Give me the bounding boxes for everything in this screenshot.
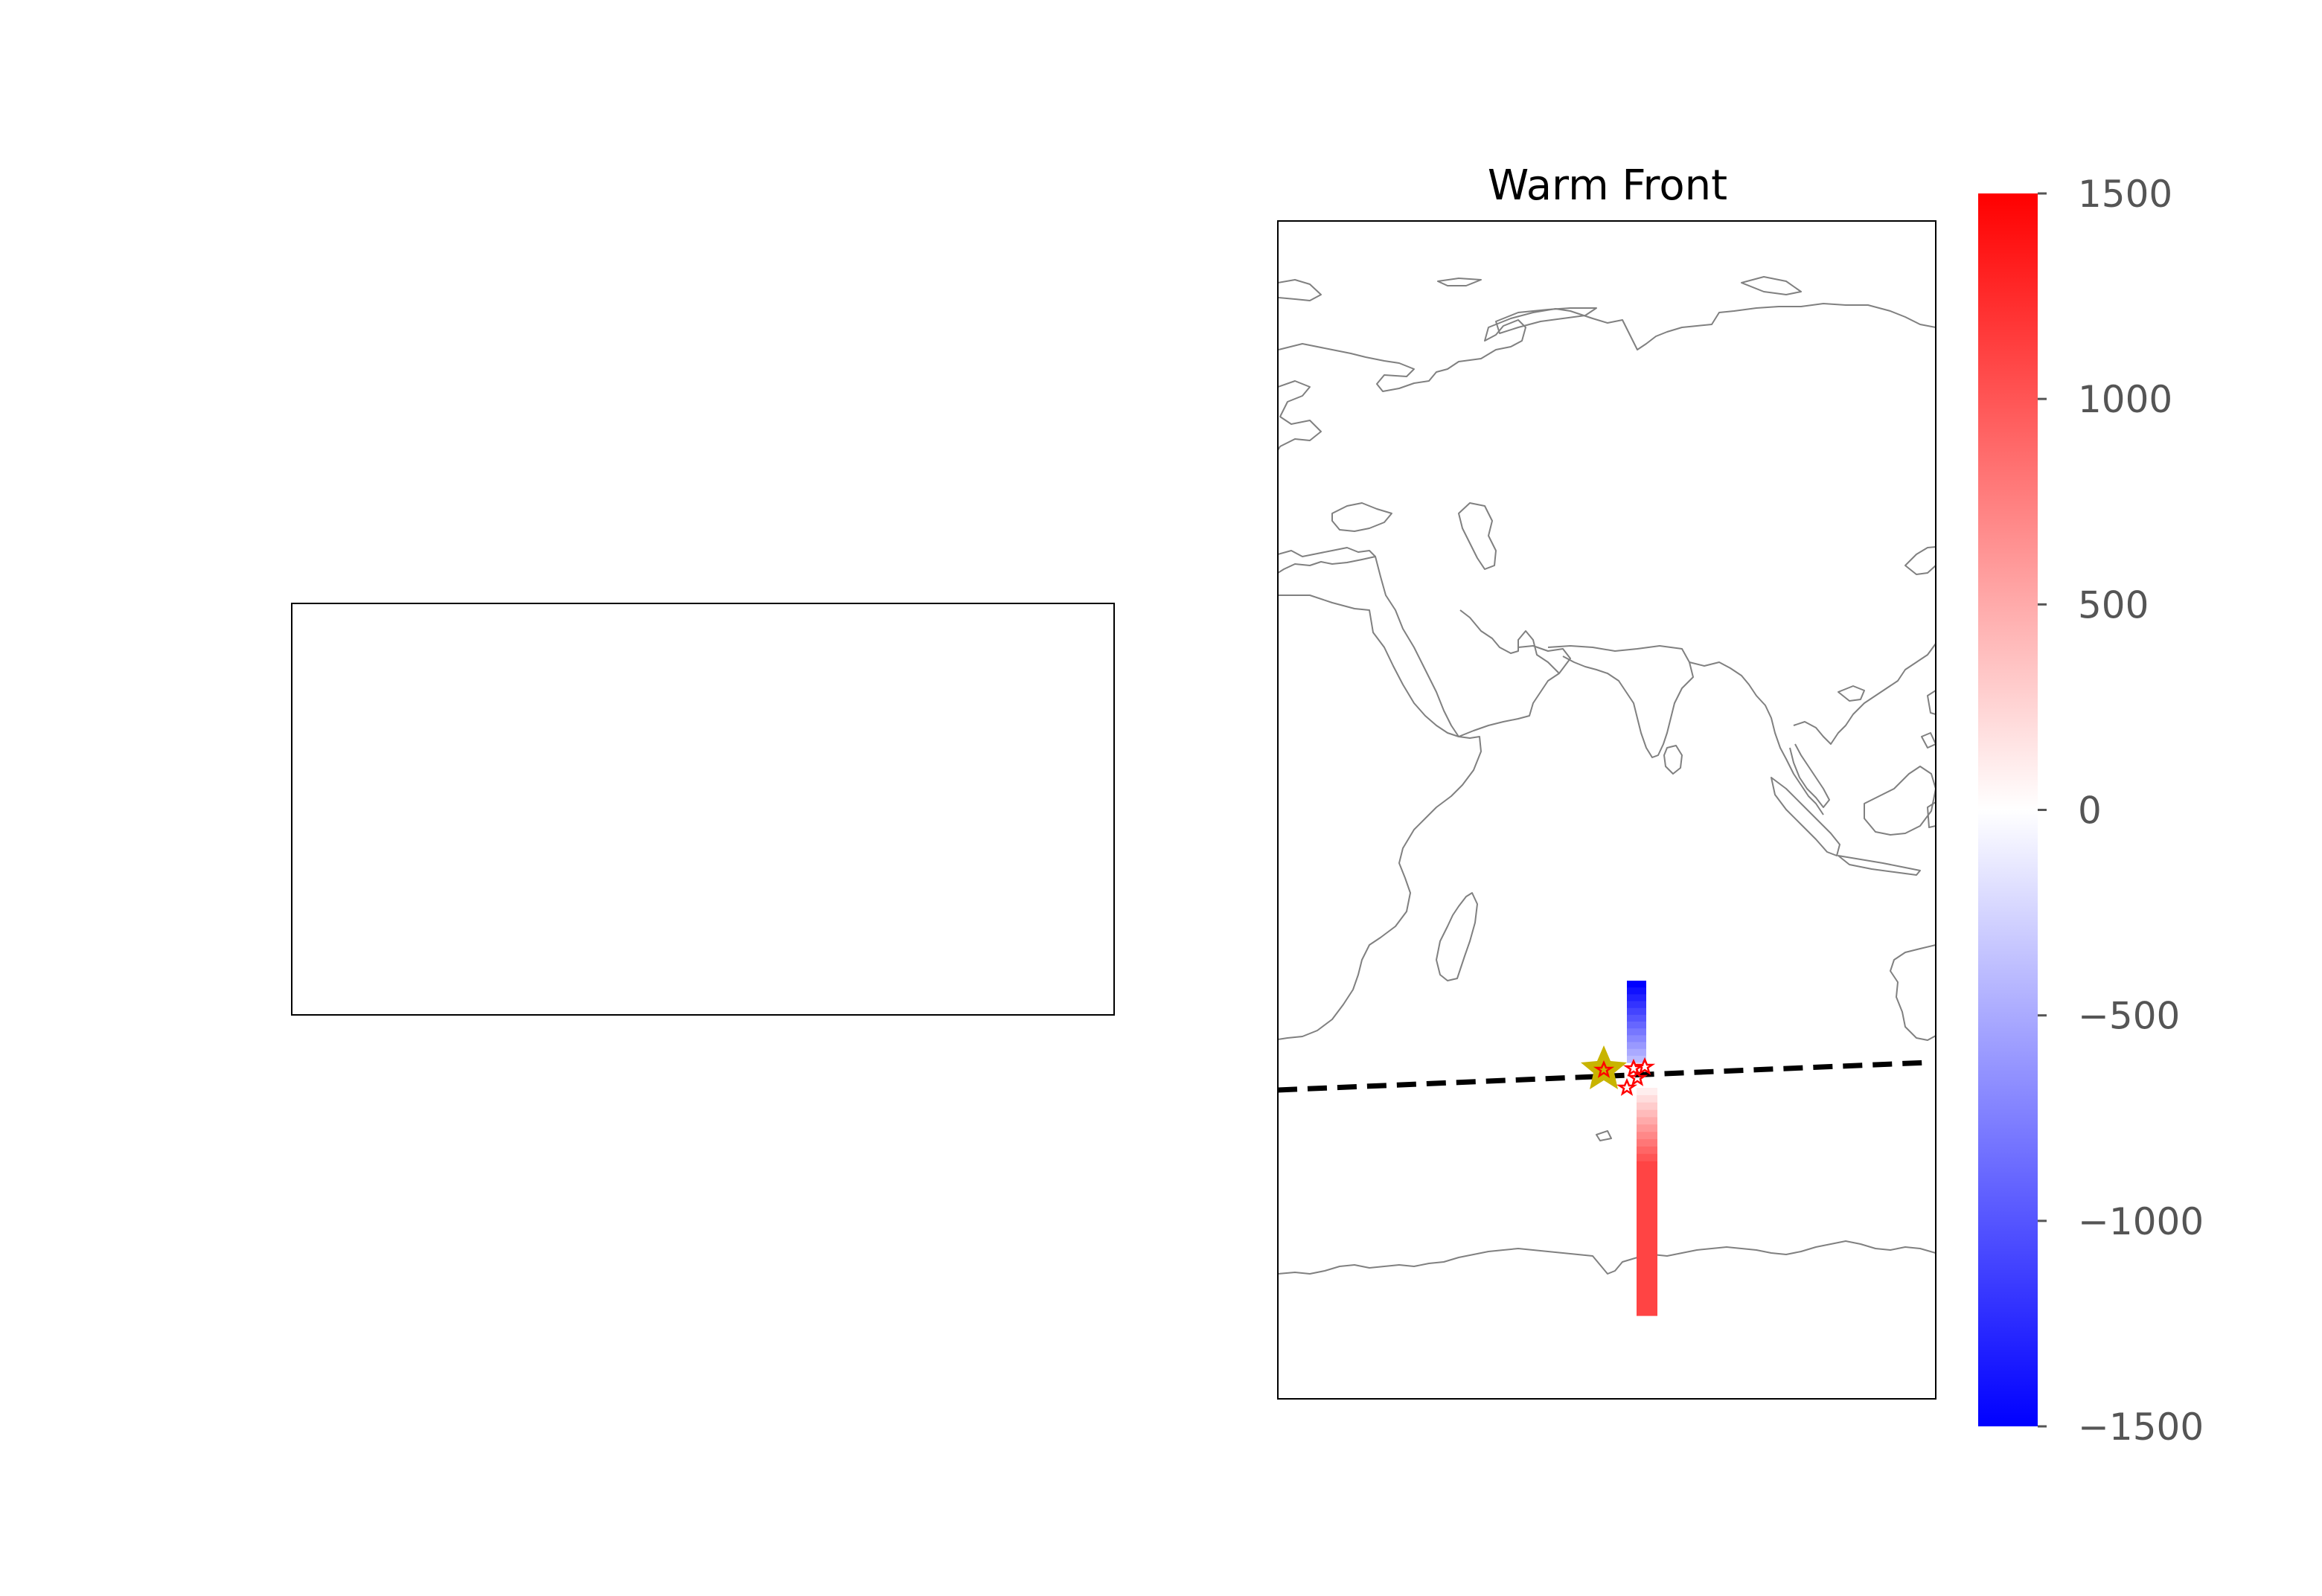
coastline-africa-west xyxy=(1278,595,1482,1040)
strip-cell xyxy=(1637,1153,1657,1162)
coastline-australia xyxy=(1890,944,1936,1041)
point-marker xyxy=(1626,1068,1648,1086)
coastline-svalbard xyxy=(1437,278,1482,286)
strip-cell xyxy=(1637,1132,1657,1140)
strip-cell xyxy=(1637,1308,1657,1316)
coastline-persian-gulf xyxy=(1517,645,1571,674)
strip-cell xyxy=(1637,1161,1657,1170)
coastline-india xyxy=(1547,645,1694,758)
origin-star-marker xyxy=(1581,1045,1627,1089)
strip-cell xyxy=(1637,1205,1657,1214)
point-marker xyxy=(1616,1077,1638,1096)
coastline-east-asia xyxy=(1904,546,1936,575)
negative-value-strip xyxy=(1627,981,1646,1063)
strip-cell xyxy=(1637,1190,1657,1199)
coastlines xyxy=(1278,276,1936,1275)
colorbar-gradient xyxy=(1978,193,2038,1426)
map-title: Warm Front xyxy=(1488,161,1727,210)
coastline-sri-lanka xyxy=(1663,745,1683,775)
strip-cell xyxy=(1637,1271,1657,1280)
coastline-scandinavia xyxy=(1278,380,1322,451)
strip-cell xyxy=(1637,1198,1657,1206)
strip-cell xyxy=(1627,1014,1646,1022)
coastline-novaya-zemlya xyxy=(1495,307,1597,334)
strip-cell xyxy=(1627,1007,1646,1016)
strip-cell xyxy=(1637,1088,1657,1096)
coastline-franz-josef xyxy=(1741,276,1802,295)
strip-cell xyxy=(1627,1042,1646,1050)
strip-cell xyxy=(1627,1001,1646,1009)
strip-cell xyxy=(1637,1168,1657,1177)
strip-cell xyxy=(1637,1227,1657,1236)
colorbar-tick-label: 500 xyxy=(2078,583,2149,626)
colorbar-tick-label: −500 xyxy=(2078,995,2180,1038)
map-background xyxy=(1278,221,1936,1399)
strip-cell xyxy=(1637,1102,1657,1111)
coastline-java xyxy=(1838,855,1921,876)
strip-cell xyxy=(1637,1183,1657,1191)
map-frame xyxy=(1277,220,1936,1400)
point-marker xyxy=(1593,1060,1615,1078)
strip-cell xyxy=(1627,1035,1646,1043)
coastline-arabia xyxy=(1375,556,1560,737)
strip-cell xyxy=(1637,1242,1657,1250)
strip-cell xyxy=(1637,1176,1657,1184)
strip-cell xyxy=(1637,1117,1657,1125)
strip-cell xyxy=(1637,1293,1657,1301)
strip-cell xyxy=(1627,1028,1646,1036)
coastline-caspian-sea xyxy=(1458,502,1497,570)
coastline-philippines xyxy=(1921,690,1936,749)
colorbar-tick-label: 1500 xyxy=(2078,173,2172,216)
colorbar-tick-label: −1500 xyxy=(2078,1406,2204,1449)
colorbar-tick-label: 1000 xyxy=(2078,378,2172,421)
map-panel xyxy=(1277,220,1936,1400)
strip-cell xyxy=(1637,1220,1657,1228)
coastline-madagascar xyxy=(1436,892,1478,981)
strip-cell xyxy=(1637,1212,1657,1221)
colorbar-tick-label: 0 xyxy=(2078,789,2102,833)
colorbar: 1500 1000 500 0 −500 −1000 −1500 xyxy=(1978,173,2204,1449)
strip-cell xyxy=(1627,1022,1646,1029)
colorbar-ticks: 1500 1000 500 0 −500 −1000 −1500 xyxy=(2038,173,2204,1449)
colorbar-tick-label: −1000 xyxy=(2078,1200,2204,1243)
strip-cell xyxy=(1637,1139,1657,1147)
strip-cell xyxy=(1637,1109,1657,1118)
coastline-eurasia-north xyxy=(1278,279,1936,392)
positive-value-strip xyxy=(1637,1088,1657,1316)
strip-cell xyxy=(1637,1278,1657,1287)
strip-cell xyxy=(1637,1095,1657,1103)
strip-cell xyxy=(1637,1249,1657,1257)
strip-cell xyxy=(1627,981,1646,988)
strip-cell xyxy=(1637,1257,1657,1265)
coastline-southeast-asia xyxy=(1793,643,1936,745)
strip-cell xyxy=(1637,1234,1657,1243)
strip-cell xyxy=(1637,1146,1657,1155)
strip-cell xyxy=(1637,1263,1657,1272)
strip-cell xyxy=(1627,1048,1646,1057)
coastline-malay-peninsula xyxy=(1789,743,1830,808)
strip-cell xyxy=(1637,1286,1657,1294)
coastline-borneo xyxy=(1864,766,1936,836)
point-markers xyxy=(1593,1057,1656,1096)
point-marker xyxy=(1634,1057,1656,1075)
strip-cell xyxy=(1627,987,1646,995)
strip-cell xyxy=(1637,1301,1657,1309)
coastline-kerguelen xyxy=(1596,1130,1612,1141)
strip-cell xyxy=(1637,1124,1657,1132)
warm-front-line xyxy=(1277,1060,1928,1093)
coastline-sumatra xyxy=(1771,777,1840,856)
coastline-black-sea xyxy=(1331,502,1392,532)
coastline-bay-of-bengal xyxy=(1689,661,1824,815)
strip-cell xyxy=(1627,1055,1646,1063)
strip-cell xyxy=(1627,994,1646,1002)
coastline-sulawesi xyxy=(1927,801,1936,828)
coastline-antarctica xyxy=(1278,1240,1936,1275)
empty-axes-panel xyxy=(291,603,1115,1016)
